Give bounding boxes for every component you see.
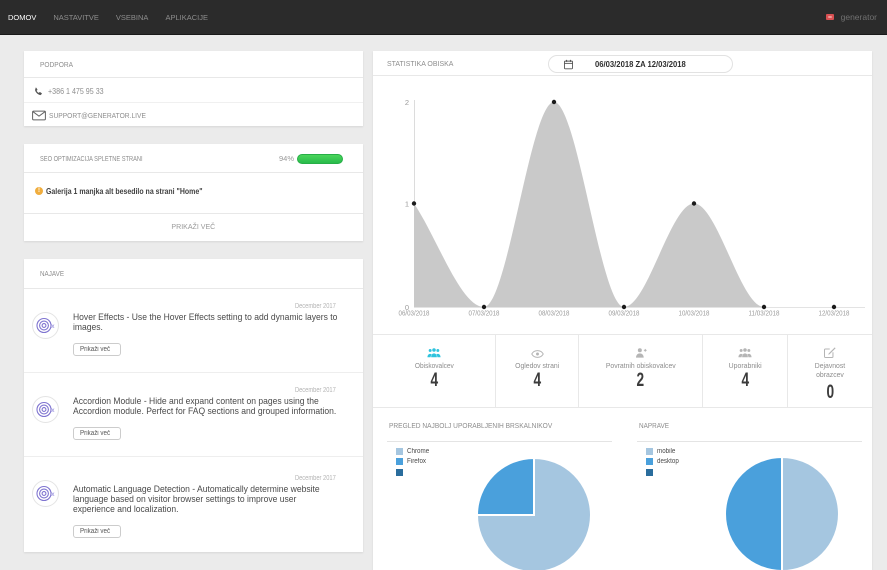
svg-text:x: x (51, 407, 55, 414)
svg-text:12/03/2018: 12/03/2018 (819, 309, 850, 318)
svg-text:08/03/2018: 08/03/2018 (539, 309, 570, 318)
svg-text:x: x (51, 491, 55, 498)
svg-text:10/03/2018: 10/03/2018 (679, 309, 710, 318)
svg-text:09/03/2018: 09/03/2018 (609, 309, 640, 318)
svg-text:1: 1 (405, 200, 409, 209)
svg-text:2: 2 (405, 98, 409, 107)
svg-text:11/03/2018: 11/03/2018 (749, 309, 780, 318)
svg-text:07/03/2018: 07/03/2018 (469, 309, 500, 318)
svg-text:0: 0 (405, 303, 409, 312)
svg-text:x: x (51, 323, 55, 330)
svg-text:06/03/2018: 06/03/2018 (399, 309, 430, 318)
